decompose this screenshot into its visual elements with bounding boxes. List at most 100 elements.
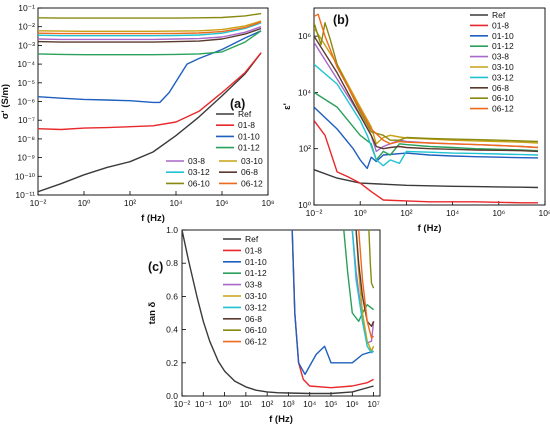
legend-label-c-03-12: 03-12 [245, 302, 267, 312]
y-tick-label-c: 0.6 [166, 291, 178, 301]
series-line-a-01-10 [38, 30, 262, 104]
y-tick-label-a: 10⁻⁷ [18, 115, 35, 125]
x-tick-label-c: 10¹ [240, 399, 252, 409]
y-tick-label-a: 10⁻¹¹ [15, 190, 35, 200]
y-tick-label-a: 10⁻⁵ [18, 78, 35, 88]
series-group-c [182, 230, 375, 395]
x-axis-label-a: f (Hz) [141, 213, 165, 224]
series-line-a-Ref [38, 52, 262, 193]
x-tick-label-c: 10⁶ [346, 399, 359, 409]
y-axis-label-c: tan δ [147, 301, 158, 324]
legend-label-c-01-8: 01-8 [245, 245, 262, 255]
y-tick-label-c: 0.4 [166, 325, 178, 335]
legend-label-a-01-12: 01-12 [238, 143, 260, 153]
legend-label-b-Ref: Ref [492, 10, 506, 20]
y-tick-label-b: 10⁰ [298, 200, 311, 210]
x-tick-label-c: 10³ [282, 399, 294, 409]
panel-label-a: (a) [230, 97, 245, 111]
series-line-c-03-12 [351, 230, 375, 354]
x-tick-label-b: 10⁶ [492, 208, 505, 218]
legend-label-b-06-12: 06-12 [492, 104, 514, 114]
y-axis-label-b: ε' [282, 103, 293, 110]
x-tick-label-b: 10⁻² [306, 208, 323, 218]
panel-label-c: (c) [148, 260, 163, 274]
x-tick-label-a: 10⁰ [78, 198, 91, 208]
series-line-c-06-8 [355, 230, 375, 327]
series-line-c-Ref [182, 230, 374, 395]
y-tick-label-a: 10⁻⁹ [17, 153, 35, 163]
x-tick-label-a: 10⁴ [169, 198, 182, 208]
x-tick-label-c: 10⁰ [218, 399, 231, 409]
legend-label-b-06-8: 06-8 [492, 83, 509, 93]
series-line-b-06-12 [314, 13, 539, 149]
series-line-c-06-10 [368, 230, 375, 289]
y-tick-label-a: 10⁻¹ [18, 3, 35, 13]
legend-label-b-03-10: 03-10 [492, 62, 514, 72]
legend-label-a-06-8: 06-8 [241, 167, 258, 177]
y-tick-label-a: 10⁻⁸ [17, 134, 35, 144]
legend-label-c-06-10: 06-10 [245, 325, 267, 335]
series-line-b-Ref [314, 169, 539, 189]
x-tick-label-b: 10⁴ [446, 208, 459, 218]
legend-label-b-01-12: 01-12 [492, 41, 514, 51]
y-tick-label-a: 10⁻³ [18, 40, 35, 50]
x-tick-label-b: 10⁸ [538, 208, 550, 218]
series-line-b-06-8 [314, 35, 539, 153]
y-tick-label-c: 0.2 [166, 358, 178, 368]
plot-frame-c [181, 229, 381, 397]
series-group-b [314, 13, 539, 204]
x-tick-label-c: 10⁵ [325, 399, 338, 409]
legend-label-c-Ref: Ref [245, 234, 259, 244]
legend-label-c-01-12: 01-12 [245, 268, 267, 278]
legend-label-a-01-10: 01-10 [238, 131, 260, 141]
plot-frame-b [313, 7, 546, 206]
x-tick-label-a: 10⁶ [216, 198, 229, 208]
x-axis-label-b: f (Hz) [418, 223, 442, 234]
y-tick-label-c: 0.0 [166, 391, 178, 401]
series-line-b-01-10 [314, 106, 539, 170]
series-line-b-01-12 [314, 91, 539, 161]
x-tick-label-c: 10⁻¹ [195, 399, 212, 409]
x-tick-label-b: 10⁰ [354, 208, 367, 218]
y-tick-label-a: 10⁻¹⁰ [15, 171, 36, 181]
panel-a: 10⁻² 10⁰ 10² 10⁴ 10⁶ 10⁸ 10⁻¹¹ 10⁻¹⁰ 10⁻⁹ 10⁻⁸ 10⁻… [0, 3, 275, 224]
legend-label-a-03-10: 03-10 [241, 156, 263, 166]
x-tick-label-a: 10⁸ [261, 198, 274, 208]
y-tick-label-c: 1.0 [166, 225, 178, 235]
legend-label-a-03-8: 03-8 [188, 156, 205, 166]
panel-c: 10⁻² 10⁻¹ 10⁰ 10¹ 10² 10³ 10⁴ 10⁵ 10⁶ 10⁷ 0.0 0.2 0.… [147, 225, 381, 425]
y-tick-label-a: 10⁻⁶ [18, 97, 35, 107]
legend-label-a-03-12: 03-12 [188, 167, 210, 177]
x-tick-label-c: 10⁷ [367, 399, 380, 409]
series-line-c-01-12 [343, 230, 375, 322]
legend-label-a-Ref: Ref [238, 109, 252, 119]
legend-label-b-01-10: 01-10 [492, 31, 514, 41]
y-tick-label-b: 10² [299, 144, 311, 154]
x-tick-label-c: 10² [261, 399, 273, 409]
series-line-a-03-8 [38, 26, 262, 41]
series-line-a-03-10 [38, 20, 262, 32]
series-line-a-06-10 [38, 12, 262, 19]
x-axis-label-c: f (Hz) [269, 414, 293, 425]
series-line-b-01-8 [314, 120, 538, 204]
legend-label-b-03-12: 03-12 [492, 72, 514, 82]
y-tick-label-c: 0.8 [166, 258, 178, 268]
series-line-c-01-10 [291, 230, 374, 376]
series-line-a-03-12 [38, 22, 262, 37]
legend-label-c-03-8: 03-8 [245, 280, 262, 290]
x-tick-label-a: 10⁻² [30, 198, 47, 208]
series-line-a-06-12 [38, 21, 262, 35]
legend-label-b-03-8: 03-8 [492, 52, 509, 62]
series-line-a-01-12 [38, 30, 262, 56]
legend-label-a-06-10: 06-10 [188, 178, 210, 188]
panel-label-b: (b) [333, 13, 349, 27]
y-tick-label-a: 10⁻⁴ [17, 59, 35, 69]
series-line-b-03-10 [314, 27, 539, 145]
x-tick-label-c: 10⁻² [174, 399, 191, 409]
x-tick-label-c: 10⁴ [303, 399, 316, 409]
y-tick-label-b: 10⁴ [298, 87, 311, 97]
